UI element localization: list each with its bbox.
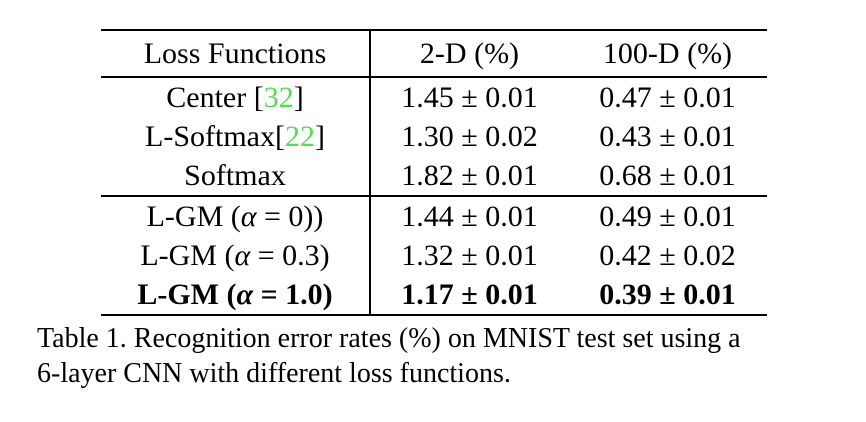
citation-link[interactable]: 32	[263, 80, 294, 114]
table-row-lgm-10: L-GM (α = 1.0) 1.17 ± 0.01 0.39 ± 0.01	[101, 275, 767, 315]
citation-link[interactable]: 22	[284, 119, 315, 153]
value-100d-cell: 0.42 ± 0.02	[599, 238, 736, 272]
value-2d-cell: 1.30 ± 0.02	[401, 119, 538, 153]
value-100d-cell: 0.47 ± 0.01	[599, 80, 736, 114]
table-row-softmax: Softmax 1.82 ± 0.01 0.68 ± 0.01	[101, 156, 767, 196]
col-header-loss-functions: Loss Functions	[101, 30, 371, 77]
loss-function-cell: L-GM (α = 0.3)	[101, 236, 371, 275]
value-2d-cell: 1.17 ± 0.01	[401, 277, 538, 311]
value-2d-cell: 1.32 ± 0.01	[401, 238, 538, 272]
value-2d-cell: 1.44 ± 0.01	[401, 199, 538, 233]
value-100d-cell: 0.39 ± 0.01	[599, 277, 736, 311]
alpha-symbol: α	[234, 238, 251, 272]
table-row-lgm-0: L-GM (α = 0)) 1.44 ± 0.01 0.49 ± 0.01	[101, 196, 767, 236]
loss-function-cell: L-Softmax[22]	[101, 117, 371, 156]
loss-function-cell: L-GM (α = 0))	[101, 196, 371, 236]
col-header-100d: 100-D (%)	[602, 36, 733, 70]
caption-line-1: Table 1. Recognition error rates (%) on …	[37, 323, 741, 354]
loss-label: Softmax	[184, 158, 286, 192]
alpha-symbol: α	[240, 199, 257, 233]
loss-label-suffix: ]	[293, 80, 304, 114]
col-header-2d: 2-D (%)	[419, 36, 520, 70]
value-2d-cell: 1.82 ± 0.01	[401, 158, 538, 192]
header-row: Loss Functions 2-D (%) 100-D (%)	[101, 30, 767, 77]
loss-label: L-Softmax[	[145, 119, 285, 153]
alpha-symbol: α	[236, 277, 254, 311]
loss-label-suffix: ]	[314, 119, 325, 153]
loss-label: L-GM (	[146, 199, 241, 233]
loss-function-cell: Softmax	[101, 156, 371, 196]
loss-label: L-GM (	[137, 277, 237, 311]
loss-function-cell: Center [32]	[101, 77, 371, 117]
loss-label-suffix: = 1.0)	[253, 277, 333, 311]
value-100d-cell: 0.68 ± 0.01	[599, 158, 736, 192]
caption-line-2: 6-layer CNN with different loss function…	[37, 358, 511, 389]
loss-function-cell: L-GM (α = 1.0)	[101, 275, 371, 315]
loss-label-suffix: = 0))	[256, 199, 324, 233]
loss-label: Center [	[166, 80, 264, 114]
table-caption: Table 1. Recognition error rates (%) on …	[37, 321, 847, 391]
value-100d-cell: 0.43 ± 0.01	[599, 119, 736, 153]
loss-label-suffix: = 0.3)	[250, 238, 330, 272]
value-2d-cell: 1.45 ± 0.01	[401, 80, 538, 114]
table-row-lsoftmax: L-Softmax[22] 1.30 ± 0.02 0.43 ± 0.01	[101, 117, 767, 156]
table-row-lgm-03: L-GM (α = 0.3) 1.32 ± 0.01 0.42 ± 0.02	[101, 236, 767, 275]
results-table: Loss Functions 2-D (%) 100-D (%) Center …	[101, 29, 767, 316]
loss-label: L-GM (	[140, 238, 235, 272]
table-row-center: Center [32] 1.45 ± 0.01 0.47 ± 0.01	[101, 77, 767, 117]
value-100d-cell: 0.49 ± 0.01	[599, 199, 736, 233]
